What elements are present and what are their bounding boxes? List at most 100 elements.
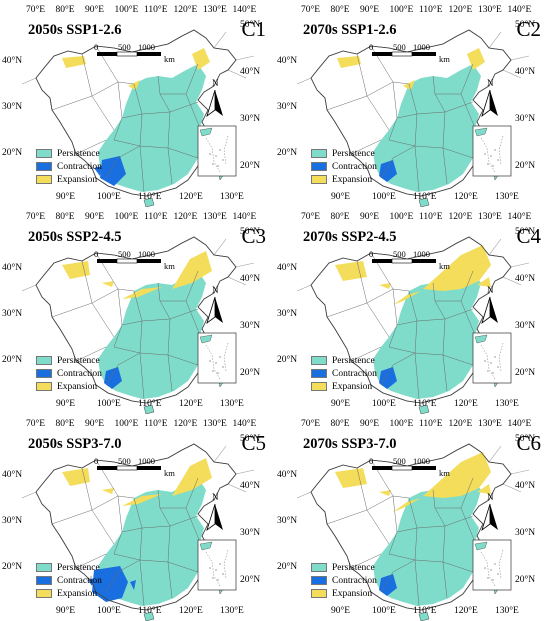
lon-tick-label: 70°E [26,5,46,15]
north-arrow-icon [481,296,498,325]
north-arrow-icon [206,89,223,118]
lon-tick-label: 70°E [26,212,46,222]
legend-item: Expansion [36,173,102,186]
lat-tick-label: 30°N [240,114,261,124]
lon-tick-label: 100°E [372,192,396,202]
legend-label: Persistence [332,148,375,159]
lon-tick-label: 130°E [495,606,519,616]
lon-tick-label: 110°E [413,399,437,409]
legend-label: Expansion [332,174,373,185]
scale-bar-label: 0 [369,42,374,52]
legend: Persistence Contraction Expansion [311,561,377,600]
north-label: N [212,492,219,502]
expansion-area [172,458,212,496]
expansion-area [423,452,491,498]
lon-tick-label: 120°E [448,5,473,15]
north-arrow-icon [206,296,223,325]
north-label: N [487,492,494,502]
legend-item: Persistence [36,147,102,160]
lat-tick-label: 30°N [2,516,23,526]
contraction-area [100,156,126,186]
expansion-area [379,283,391,289]
lon-tick-label: 120°E [179,606,203,616]
persistence-area [373,64,481,192]
lon-tick-label: 70°E [301,5,321,15]
lon-tick-label: 130°E [495,192,519,202]
scale-bar-label: 0 [94,456,99,466]
lat-tick-label: 50°N [515,20,536,30]
lat-tick-label: 30°N [277,309,298,319]
lon-tick-label: 130°E [478,212,502,222]
legend: Persistence Contraction Expansion [311,354,377,393]
legend-label: Expansion [332,381,373,392]
scale-bar-label: 0 [369,456,374,466]
legend-swatch [311,589,327,598]
lon-tick-label: 140°E [232,5,257,15]
lon-tick-label: 110°E [138,399,162,409]
contraction-area [379,160,397,182]
persistence-area [98,64,206,192]
lon-tick-label: 120°E [454,192,478,202]
scale-bar [97,465,161,471]
lon-tick-label: 120°E [173,419,198,429]
lat-tick-label: 20°N [515,368,536,378]
legend-swatch [36,369,52,378]
scale-bar-label: 500 [118,249,131,259]
legend-swatch [311,369,327,378]
lon-tick-label: 130°E [478,419,502,429]
scale-bar-label: 0 [94,42,99,52]
legend-label: Persistence [57,355,100,366]
legend-label: Contraction [57,368,102,379]
legend-swatch [36,149,52,158]
panel-id-label: C4 [516,224,541,248]
expansion-area [335,468,367,488]
china-map [296,443,530,621]
expansion-area [122,287,162,299]
lon-tick-label: 120°E [454,606,478,616]
expansion-area [335,261,367,281]
expansion-area [393,291,421,305]
legend-swatch [36,563,52,572]
china-map [21,29,255,207]
legend-swatch [311,162,327,171]
legend-item: Expansion [36,380,102,393]
lon-tick-label: 80°E [55,212,75,222]
south-china-sea-inset [472,125,512,177]
lon-tick-label: 100°E [389,5,414,15]
north-label: N [212,78,219,88]
panel-id-label: C2 [516,17,541,41]
contraction-area [130,580,136,590]
lon-tick-label: 120°E [179,192,203,202]
lat-tick-label: 30°N [515,114,536,124]
legend-swatch [36,382,52,391]
lon-tick-label: 100°E [114,5,139,15]
legend-swatch [36,589,52,598]
south-china-sea-inset [197,539,237,591]
legend-label: Persistence [57,148,100,159]
legend-swatch [311,175,327,184]
lat-tick-label: 50°N [240,20,261,30]
lon-tick-label: 110°E [413,606,437,616]
lon-tick-label: 90°E [360,212,380,222]
lat-tick-label: 20°N [515,161,536,171]
scale-bar-label: 0 [369,249,374,259]
legend-item: Contraction [36,160,102,173]
lon-tick-label: 120°E [448,212,473,222]
scale-bar-unit: km [439,468,450,478]
lon-tick-label: 80°E [55,5,75,15]
lat-tick-label: 40°N [277,470,298,480]
map-panel-c4: 2070s SSP2-4.5 C4 70°E 80°E 90°E 100°E 110°E 12… [277,209,547,414]
scale-bar [372,258,436,264]
lat-tick-label: 40°N [2,470,23,480]
contraction-area [92,566,128,602]
legend-swatch [311,356,327,365]
expansion-area [62,56,86,68]
lon-tick-label: 110°E [138,192,162,202]
lat-tick-label: 40°N [2,263,23,273]
contraction-area [104,367,122,389]
lat-tick-label: 20°N [240,368,261,378]
lon-tick-label: 120°E [173,5,198,15]
scale-bar-unit: km [164,261,175,271]
lon-tick-label: 90°E [85,5,105,15]
